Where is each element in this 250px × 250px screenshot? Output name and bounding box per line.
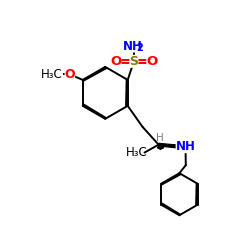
- Text: H₃C: H₃C: [126, 146, 147, 159]
- Polygon shape: [158, 145, 179, 148]
- Text: H: H: [156, 134, 164, 143]
- Text: O: O: [146, 55, 158, 68]
- Text: NH: NH: [176, 140, 196, 153]
- Text: H₃C: H₃C: [41, 68, 63, 81]
- Text: NH: NH: [123, 40, 142, 52]
- Text: S: S: [130, 55, 138, 68]
- Text: 2: 2: [137, 43, 143, 53]
- Text: O: O: [110, 55, 122, 68]
- Text: O: O: [64, 68, 75, 81]
